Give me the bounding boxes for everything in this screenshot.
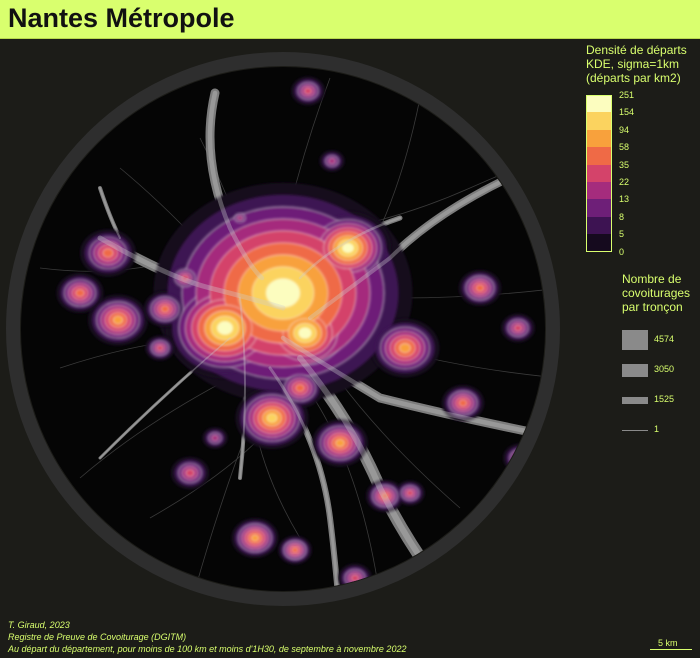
credit-source: Registre de Preuve de Covoiturage (DGITM… — [8, 632, 187, 642]
flow-legend-title-line: covoiturages — [622, 286, 691, 300]
density-legend-class: 5 — [586, 229, 696, 252]
density-legend-swatch — [586, 95, 612, 113]
credit-scope: Au départ du département, pour moins de … — [8, 644, 407, 654]
density-contour — [160, 305, 170, 313]
flow-legend-item: 3050 — [622, 360, 700, 384]
flow-legend: Nombre de covoiturages par tronçon 4574 3… — [622, 272, 700, 434]
flow-legend-title-line: Nombre de — [622, 272, 682, 286]
flow-legend-title: Nombre de covoiturages par tronçon — [622, 272, 700, 314]
flow-legend-item: 1525 — [622, 390, 700, 414]
density-legend-class: 13 — [586, 194, 696, 217]
flow-line-overlay — [97, 235, 286, 311]
density-contour — [398, 342, 412, 354]
density-legend-label: 22 — [619, 177, 630, 187]
density-contour — [298, 327, 312, 339]
density-legend-label: 5 — [619, 229, 625, 240]
density-contour — [327, 157, 337, 165]
density-contour — [350, 574, 360, 582]
density-contour — [334, 438, 346, 448]
density-contour — [265, 278, 301, 308]
flow-legend-label: 3050 — [654, 364, 675, 374]
flow-legend-label: 4574 — [654, 334, 675, 344]
density-legend-class: 22 — [586, 177, 696, 200]
flow-legend-line — [622, 396, 648, 404]
flow-legend-line — [622, 363, 648, 377]
density-legend-label: 35 — [619, 159, 630, 170]
density-legend-label: 8 — [619, 211, 625, 222]
density-legend-class: 94 — [586, 125, 696, 148]
density-legend-label: 13 — [619, 194, 630, 205]
density-legend-label: 251 — [619, 90, 635, 100]
density-contour — [266, 413, 278, 423]
credits: T. Giraud, 2023 Registre de Preuve de Co… — [8, 619, 406, 655]
density-legend-title: Densité de départs KDE, sigma=1km (dépar… — [586, 43, 687, 85]
density-contour — [475, 284, 485, 292]
density-contour — [380, 492, 390, 500]
density-legend-title-line: KDE, sigma=1km — [586, 57, 680, 71]
density-legend-class: 0 — [586, 247, 696, 269]
density-legend-swatch — [586, 234, 612, 252]
flow-legend-label: 1525 — [654, 394, 675, 404]
flow-line-overlay — [207, 90, 265, 281]
density-contour — [303, 87, 313, 95]
density-legend-title-line: Densité de départs — [586, 43, 687, 57]
map-ring — [6, 52, 560, 606]
density-legend-swatch — [586, 199, 612, 217]
flow-legend-line — [622, 330, 648, 350]
density-contour — [291, 546, 299, 554]
density-contour — [180, 274, 190, 282]
flow-line-overlay — [239, 297, 246, 479]
density-contour — [210, 434, 220, 442]
credit-author: T. Giraud, 2023 — [8, 620, 70, 630]
density-legend-swatch — [586, 147, 612, 165]
road-line — [149, 437, 261, 519]
map-title: Nantes Métropole — [8, 3, 235, 33]
density-contour — [216, 321, 234, 335]
density-legend-class: 251 — [586, 90, 696, 113]
density-contour — [185, 468, 195, 478]
density-contour — [75, 288, 85, 298]
density-contour — [236, 215, 244, 221]
scale-bar-label: 5 km — [658, 638, 678, 648]
density-contour — [112, 315, 124, 325]
density-legend-swatch — [586, 164, 612, 182]
density-map — [6, 52, 560, 606]
flow-legend-label: 1 — [654, 424, 660, 434]
title-bar: Nantes Métropole — [0, 0, 700, 39]
density-contour — [342, 242, 354, 254]
density-legend-class: 154 — [586, 107, 696, 130]
scale-bar-line — [650, 649, 692, 650]
flow-line-overlay — [298, 216, 402, 280]
density-legend-swatch — [586, 129, 612, 148]
density-contour — [406, 489, 414, 497]
density-legend-label: 154 — [619, 107, 635, 118]
density-legend-label: 58 — [619, 142, 630, 153]
flow-line-overlay — [280, 335, 545, 441]
density-contour — [295, 383, 305, 393]
density-legend-swatch — [586, 182, 612, 200]
density-legend-class: 8 — [586, 212, 696, 235]
density-legend-swatch — [586, 216, 612, 235]
density-legend-label: 0 — [619, 246, 625, 257]
density-contour — [513, 324, 523, 332]
density-legend: Densité de départs KDE, sigma=1km (dépar… — [586, 43, 687, 257]
density-contour — [458, 399, 468, 407]
flow-line-overlay — [99, 187, 121, 239]
density-legend-label: 94 — [619, 124, 630, 135]
flow-line-overlay — [268, 366, 342, 591]
flow-legend-title-line: par tronçon — [622, 300, 683, 314]
flow-legend-item: 1 — [622, 420, 700, 444]
flow-line-overlay — [308, 166, 532, 320]
flow-legend-line — [622, 429, 648, 431]
density-legend-class: 35 — [586, 160, 696, 182]
density-legend-title-line: (départs par km2) — [586, 71, 681, 85]
density-contour — [250, 534, 260, 542]
flow-legend-item: 4574 — [622, 330, 700, 354]
density-contour — [102, 248, 114, 258]
density-legend-swatch — [586, 112, 612, 130]
scale-bar: 5 km — [650, 638, 692, 650]
density-contour — [156, 344, 164, 352]
flow-line-overlay — [99, 337, 231, 459]
density-legend-class: 58 — [586, 142, 696, 165]
